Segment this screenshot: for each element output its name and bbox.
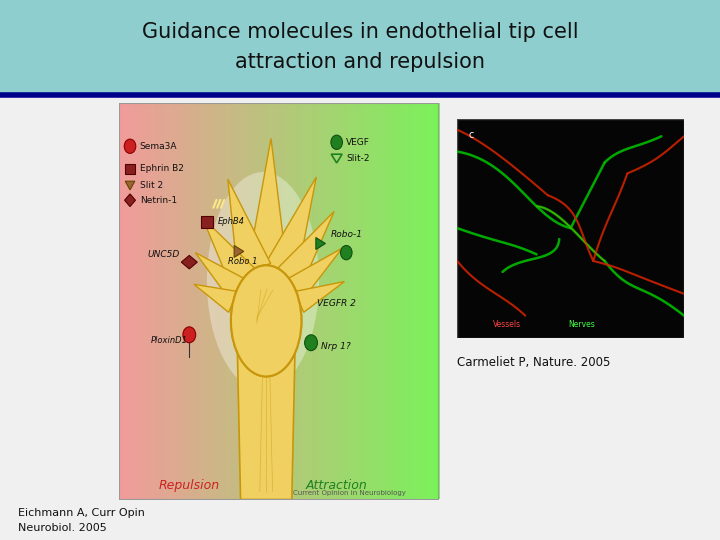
Circle shape <box>183 327 196 343</box>
Text: attraction and repulsion: attraction and repulsion <box>235 52 485 72</box>
Polygon shape <box>194 284 238 312</box>
Text: Carmeliet P, Nature. 2005: Carmeliet P, Nature. 2005 <box>457 356 611 369</box>
Text: Nrp 1?: Nrp 1? <box>320 342 350 351</box>
Text: Attraction: Attraction <box>306 479 367 492</box>
Polygon shape <box>276 212 334 287</box>
Circle shape <box>341 246 352 260</box>
Polygon shape <box>228 179 271 274</box>
Polygon shape <box>265 177 316 277</box>
Circle shape <box>305 335 318 350</box>
Polygon shape <box>287 248 342 299</box>
Text: Robo-1: Robo-1 <box>330 230 362 239</box>
Polygon shape <box>316 238 325 249</box>
Text: Neurobiol. 2005: Neurobiol. 2005 <box>18 523 107 533</box>
Text: Guidance molecules in endothelial tip cell: Guidance molecules in endothelial tip ce… <box>142 22 578 42</box>
Text: UNC5D: UNC5D <box>148 249 180 259</box>
Text: Slit 2: Slit 2 <box>140 181 163 190</box>
Text: Sema3A: Sema3A <box>140 142 177 151</box>
Text: Slit-2: Slit-2 <box>346 154 370 163</box>
Polygon shape <box>195 253 246 299</box>
Bar <box>200 215 212 228</box>
Ellipse shape <box>231 265 302 376</box>
Text: Repulsion: Repulsion <box>158 479 220 492</box>
Polygon shape <box>238 349 295 500</box>
Polygon shape <box>295 281 344 312</box>
Text: Nerves: Nerves <box>569 320 595 329</box>
Polygon shape <box>181 255 197 269</box>
Text: c: c <box>469 130 474 140</box>
Text: Current Opinion in Neurobiology: Current Opinion in Neurobiology <box>293 490 406 496</box>
Ellipse shape <box>207 172 319 390</box>
Polygon shape <box>125 194 135 207</box>
Bar <box>125 164 135 174</box>
Polygon shape <box>125 181 135 190</box>
Polygon shape <box>234 246 244 258</box>
Text: Vessels: Vessels <box>493 320 521 329</box>
Text: Robo 1: Robo 1 <box>228 257 257 266</box>
Circle shape <box>125 139 136 153</box>
Text: Netrin-1: Netrin-1 <box>140 195 176 205</box>
Text: Ephrin B2: Ephrin B2 <box>140 164 184 173</box>
Bar <box>0 0 720 94</box>
Ellipse shape <box>231 265 302 376</box>
Text: EphB4: EphB4 <box>218 217 245 226</box>
Text: VEGF: VEGF <box>346 138 370 147</box>
Text: Eichmann A, Curr Opin: Eichmann A, Curr Opin <box>18 508 145 518</box>
Text: VEGFR 2: VEGFR 2 <box>318 299 356 308</box>
Polygon shape <box>248 138 287 266</box>
Circle shape <box>331 135 343 150</box>
Polygon shape <box>202 218 256 287</box>
Text: PloxinD1: PloxinD1 <box>151 336 188 345</box>
